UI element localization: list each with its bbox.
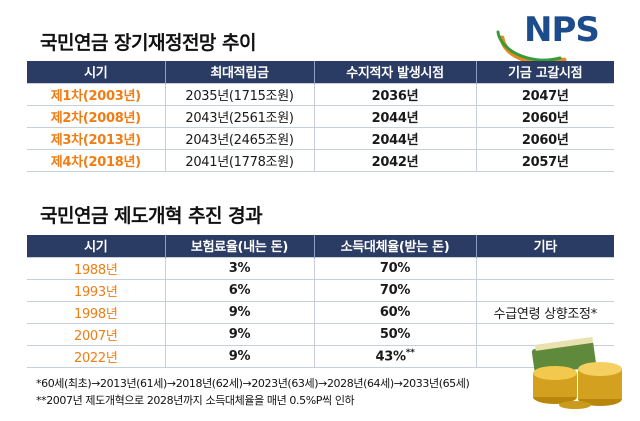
period-cell: 제1차(2003년) <box>27 82 165 105</box>
table-row: 1998년 9% 60% 수급연령 상향조정* <box>27 300 614 323</box>
table-header-row: 시기 최대적립금 수지적자 발생시점 기금 고갈시점 <box>27 61 614 83</box>
premium-rate-cell: 9% <box>164 322 314 345</box>
column-header: 시기 <box>27 235 165 257</box>
premium-rate-cell: 3% <box>164 256 314 279</box>
column-header: 수지적자 발생시점 <box>313 61 476 83</box>
replacement-rate-cell: 70% <box>313 278 476 301</box>
premium-rate-cell: 6% <box>164 278 314 301</box>
max-reserve-cell: 2043년(2465조원) <box>164 126 314 149</box>
footnote-mark: ** <box>405 347 415 358</box>
replacement-rate-cell: 50% <box>313 322 476 345</box>
column-header: 시기 <box>27 61 165 83</box>
footnote-reform: **2007년 제도개혁으로 2028년까지 소득대체율을 매년 0.5%P씩 … <box>36 394 355 407</box>
depletion-year-cell: 2060년 <box>475 126 614 149</box>
year-cell: 2007년 <box>27 322 165 345</box>
deficit-year-cell: 2044년 <box>313 126 476 149</box>
other-cell <box>475 256 614 279</box>
depletion-year-cell: 2057년 <box>475 148 614 172</box>
other-cell: 수급연령 상향조정* <box>475 300 614 323</box>
pension-outlook-table: 시기 최대적립금 수지적자 발생시점 기금 고갈시점 제1차(2003년) 20… <box>27 61 614 172</box>
other-cell <box>475 278 614 301</box>
table-row: 제4차(2018년) 2041년(1778조원) 2042년 2057년 <box>27 148 614 172</box>
nps-logo-text: NPS <box>524 10 600 50</box>
period-cell: 제2차(2008년) <box>27 104 165 127</box>
period-cell: 제3차(2013년) <box>27 126 165 149</box>
year-cell: 1988년 <box>27 256 165 279</box>
replacement-rate-cell: 70% <box>313 256 476 279</box>
depletion-year-cell: 2060년 <box>475 104 614 127</box>
max-reserve-cell: 2041년(1778조원) <box>164 148 314 172</box>
replacement-rate-cell: 60% <box>313 300 476 323</box>
table-row: 1988년 3% 70% <box>27 256 614 279</box>
column-header: 보험료율(내는 돈) <box>164 235 314 257</box>
year-cell: 1993년 <box>27 278 165 301</box>
max-reserve-cell: 2035년(1715조원) <box>164 82 314 105</box>
table-header-row: 시기 보험료율(내는 돈) 소득대체율(받는 돈) 기타 <box>27 235 614 257</box>
table-row: 제2차(2008년) 2043년(2561조원) 2044년 2060년 <box>27 104 614 127</box>
column-header: 최대적립금 <box>164 61 314 83</box>
footnote-age: *60세(최초)→2013년(61세)→2018년(62세)→2023년(63세… <box>36 377 470 390</box>
premium-rate-cell: 9% <box>164 300 314 323</box>
replacement-rate-cell: 43%** <box>313 344 476 368</box>
depletion-year-cell: 2047년 <box>475 82 614 105</box>
reform-history-table: 시기 보험료율(내는 돈) 소득대체율(받는 돈) 기타 1988년 3% 70… <box>27 235 614 368</box>
deficit-year-cell: 2042년 <box>313 148 476 172</box>
table-row: 제1차(2003년) 2035년(1715조원) 2036년 2047년 <box>27 82 614 105</box>
column-header: 기금 고갈시점 <box>475 61 614 83</box>
reform-history-title: 국민연금 제도개혁 추진 경과 <box>40 205 263 227</box>
pension-outlook-title: 국민연금 장기재정전망 추이 <box>40 32 257 54</box>
deficit-year-cell: 2044년 <box>313 104 476 127</box>
year-cell: 1998년 <box>27 300 165 323</box>
year-cell: 2022년 <box>27 344 165 368</box>
period-cell: 제4차(2018년) <box>27 148 165 172</box>
column-header: 소득대체율(받는 돈) <box>313 235 476 257</box>
table-row: 제3차(2013년) 2043년(2465조원) 2044년 2060년 <box>27 126 614 149</box>
gold-coins-illustration <box>515 325 635 410</box>
column-header: 기타 <box>475 235 614 257</box>
premium-rate-cell: 9% <box>164 344 314 368</box>
replacement-rate-value: 43% <box>375 349 406 365</box>
max-reserve-cell: 2043년(2561조원) <box>164 104 314 127</box>
table-row: 1993년 6% 70% <box>27 278 614 301</box>
deficit-year-cell: 2036년 <box>313 82 476 105</box>
